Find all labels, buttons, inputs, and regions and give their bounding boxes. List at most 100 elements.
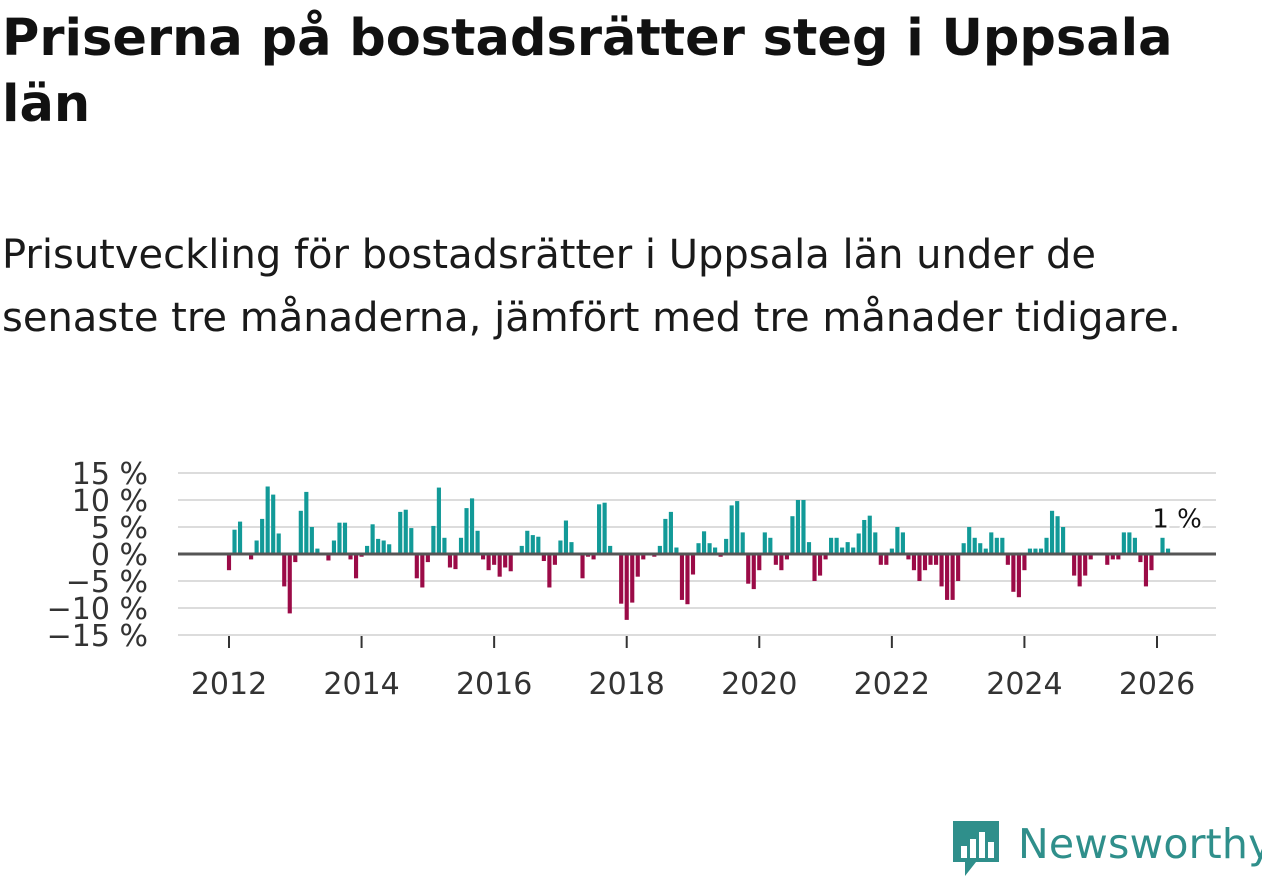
bar: [961, 543, 966, 554]
x-axis: 2012 2014 2016 2018 2020 2022 2024 2026: [191, 636, 1195, 702]
y-tick-label: 0 %: [91, 538, 148, 573]
y-tick-label: 5 %: [91, 511, 148, 546]
annotation-layer: 1 %: [1149, 502, 1205, 538]
bar: [685, 554, 690, 605]
bar: [795, 500, 801, 554]
bar: [773, 554, 778, 565]
bar: [282, 554, 287, 587]
bar: [740, 532, 745, 554]
bar: [492, 554, 497, 565]
bar: [260, 518, 265, 554]
x-tick-label: 2012: [191, 667, 267, 702]
bar: [840, 547, 845, 554]
bar: [707, 543, 712, 554]
newsworthy-logo: Newsworthy: [950, 818, 1262, 880]
bar: [624, 554, 629, 620]
bar: [801, 500, 806, 554]
x-tick-label: 2018: [589, 667, 665, 702]
bar: [547, 554, 552, 588]
x-tick-label: 2022: [854, 667, 930, 702]
bar: [939, 554, 944, 587]
newsworthy-logo-text: Newsworthy: [1018, 820, 1262, 868]
bar: [519, 545, 524, 554]
bar: [298, 510, 303, 554]
newsworthy-logo-icon: [953, 821, 999, 876]
bar: [552, 554, 557, 565]
bar: [983, 548, 988, 554]
bar: [447, 554, 453, 568]
bar: [917, 554, 922, 581]
bar: [950, 554, 955, 600]
y-tick-label: −10 %: [47, 592, 148, 627]
bar: [663, 518, 668, 554]
bar: [536, 536, 541, 554]
bar: [409, 528, 414, 554]
bar: [497, 554, 502, 577]
bar: [1088, 554, 1093, 560]
bar: [486, 554, 491, 571]
bar: [475, 530, 480, 554]
x-tick-label: 2016: [456, 667, 532, 702]
bar: [922, 554, 928, 571]
bar: [249, 554, 254, 560]
bar: [326, 554, 331, 561]
bar: [1000, 537, 1005, 554]
bar: [906, 554, 911, 560]
bar: [464, 508, 469, 554]
bar: [724, 538, 729, 554]
x-tick-label: 2014: [323, 667, 399, 702]
bar: [1105, 554, 1110, 565]
bar: [790, 516, 795, 554]
bar: [679, 554, 685, 600]
bar: [309, 527, 314, 554]
bars: [226, 486, 1171, 620]
bar: [1027, 548, 1033, 554]
bar: [597, 504, 602, 554]
bar: [817, 554, 823, 576]
bar: [862, 519, 867, 554]
y-tick-label: 10 %: [72, 484, 148, 519]
bar: [304, 491, 309, 554]
bar: [271, 494, 276, 554]
bar: [608, 545, 613, 554]
bar: [442, 537, 447, 554]
bar: [823, 554, 828, 560]
bar: [398, 511, 403, 554]
bar: [254, 540, 259, 554]
bar: [1011, 554, 1016, 592]
bar: [851, 547, 856, 554]
bar: [1072, 554, 1077, 576]
bar: [287, 554, 292, 614]
bar: [508, 554, 513, 572]
bar: [746, 554, 751, 584]
bar: [729, 505, 734, 554]
last-value-annotation: 1 %: [1152, 505, 1202, 535]
bar: [668, 511, 673, 554]
bar: [1165, 548, 1171, 554]
bar: [1038, 548, 1044, 554]
bar: [911, 554, 917, 571]
bar: [563, 520, 569, 554]
bar: [701, 531, 707, 554]
bar: [845, 542, 850, 554]
bar: [348, 554, 353, 560]
bar: [856, 533, 861, 554]
bar: [591, 554, 596, 560]
bar: [337, 522, 342, 554]
bar: [1022, 554, 1027, 571]
bar: [806, 542, 812, 554]
bar: [414, 554, 419, 579]
bar: [1138, 554, 1143, 563]
bar: [1061, 527, 1066, 554]
bar: [293, 554, 298, 563]
bar: [696, 543, 701, 554]
bar: [558, 540, 563, 554]
bar: [978, 543, 983, 554]
bar: [834, 537, 839, 554]
bar: [779, 554, 784, 571]
bar: [967, 527, 972, 554]
bar: [232, 529, 237, 554]
bar: [1121, 532, 1126, 554]
bar: [387, 544, 392, 554]
bar: [812, 554, 817, 581]
